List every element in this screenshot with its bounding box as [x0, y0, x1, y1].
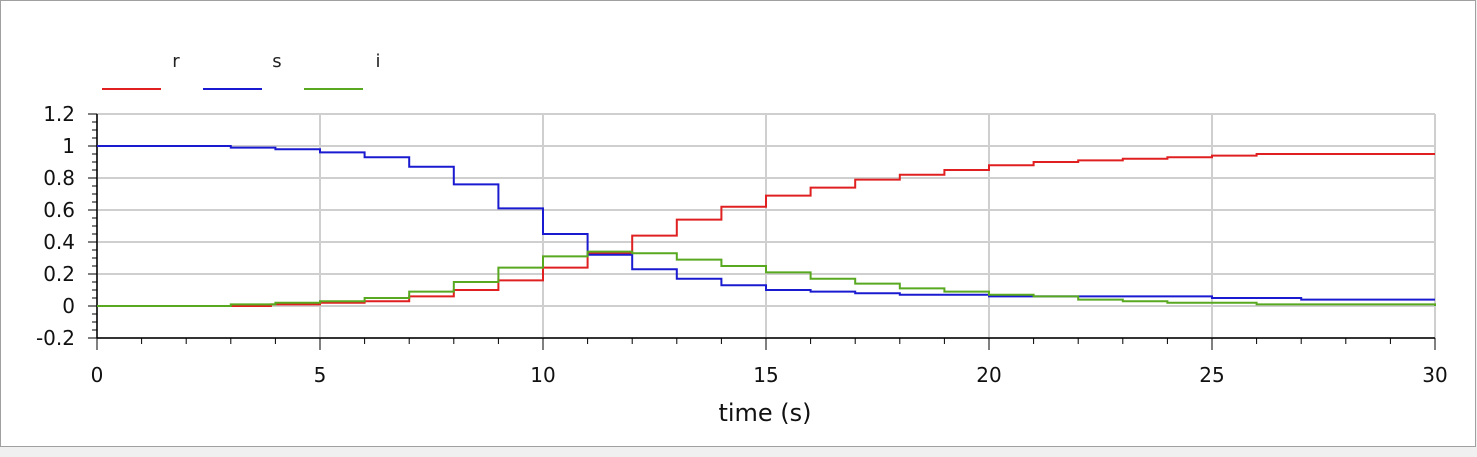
y-tick-label: 0.2 — [43, 262, 75, 286]
line-chart: 1.2 1 0.8 0.6 0.4 0.2 0 -0.2 0 5 10 15 20 25 30 r s i ti… — [36, 51, 1448, 427]
x-tick-label: 20 — [976, 363, 1001, 387]
y-tick-label: 0.4 — [43, 230, 75, 254]
axes: 1.2 1 0.8 0.6 0.4 0.2 0 -0.2 0 5 10 15 20 25 30 — [36, 102, 1448, 387]
legend-label-i: i — [375, 51, 380, 72]
x-tick-label: 0 — [91, 363, 104, 387]
x-axis-label: time (s) — [718, 399, 811, 427]
x-tick-label: 30 — [1422, 363, 1447, 387]
y-tick-label: 1.2 — [43, 102, 75, 126]
x-tick-label: 10 — [530, 363, 555, 387]
y-tick-label: 0 — [62, 294, 75, 318]
legend-label-r: r — [172, 51, 180, 72]
legend-label-s: s — [272, 51, 281, 72]
x-tick-label: 5 — [314, 363, 327, 387]
y-tick-label: 1 — [62, 134, 75, 158]
x-tick-label: 15 — [753, 363, 778, 387]
y-tick-label: 0.6 — [43, 198, 75, 222]
y-tick-label: -0.2 — [36, 326, 75, 350]
series-line-i — [97, 250, 1436, 307]
y-tick-label: 0.8 — [43, 166, 75, 190]
x-tick-label: 25 — [1199, 363, 1224, 387]
series-lines — [97, 145, 1436, 307]
series-line-s — [97, 145, 1435, 301]
plot-window: 1.2 1 0.8 0.6 0.4 0.2 0 -0.2 0 5 10 15 20 25 30 r s i ti… — [0, 0, 1476, 447]
